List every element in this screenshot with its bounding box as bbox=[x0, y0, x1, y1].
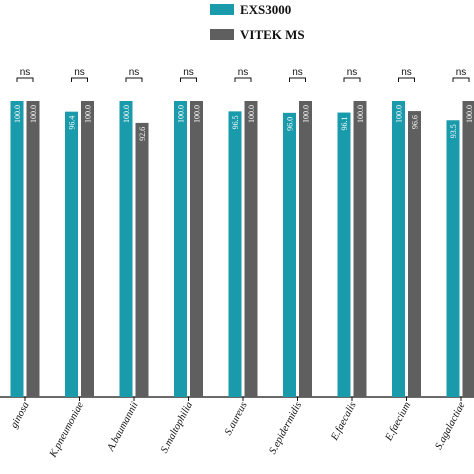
value-label-exs3000-p-aeruginosa: 100.0 bbox=[13, 105, 22, 123]
significance-bracket-k-pneumoniae bbox=[71, 77, 88, 82]
x-tick-label-e-faecalis: E.faecalis bbox=[329, 400, 359, 443]
value-label-exs3000-s-maltophilia: 100.0 bbox=[177, 105, 186, 123]
significance-label-s-aureus: ns bbox=[238, 67, 249, 78]
significance-label-p-aeruginosa: ns bbox=[20, 67, 31, 78]
value-label-vitek-ms-a-baumannii: 92.6 bbox=[138, 127, 147, 141]
bar-exs3000-s-epidermidis bbox=[283, 112, 296, 397]
significance-bracket-s-epidermidis bbox=[289, 77, 306, 82]
value-label-exs3000-e-faecium: 100.0 bbox=[395, 105, 404, 123]
bar-vitek-ms-s-agalactiae bbox=[462, 101, 474, 397]
bar-vitek-ms-e-faecalis bbox=[353, 101, 367, 397]
bar-exs3000-s-agalactiae bbox=[446, 120, 460, 398]
bar-exs3000-k-pneumoniae bbox=[65, 111, 78, 397]
value-label-exs3000-s-agalactiae: 93.5 bbox=[449, 124, 458, 138]
significance-label-s-maltophilia: ns bbox=[183, 67, 194, 78]
significance-bracket-p-aeruginosa bbox=[16, 77, 34, 82]
significance-label-e-faecium: ns bbox=[401, 67, 412, 78]
value-label-vitek-ms-s-maltophilia: 100.0 bbox=[193, 105, 202, 123]
value-label-vitek-ms-p-aeruginosa: 100.0 bbox=[29, 105, 38, 123]
significance-label-s-agalactiae: ns bbox=[456, 67, 467, 78]
legend-label-exs3000: EXS3000 bbox=[240, 2, 291, 17]
x-tick-label-p-aeruginosa: ginosa bbox=[9, 400, 32, 430]
bar-exs3000-s-maltophilia bbox=[174, 101, 187, 397]
value-label-vitek-ms-s-aureus: 100.0 bbox=[247, 105, 256, 123]
legend: EXS3000 VITEK MS bbox=[210, 2, 305, 42]
bar-exs3000-e-faecium bbox=[392, 101, 405, 397]
value-label-exs3000-a-baumannii: 100.0 bbox=[122, 105, 131, 123]
significance-bracket-a-baumannii bbox=[125, 77, 143, 82]
value-label-exs3000-e-faecalis: 96.1 bbox=[340, 117, 349, 131]
value-label-vitek-ms-e-faecalis: 100.0 bbox=[356, 105, 365, 123]
value-label-vitek-ms-k-pneumoniae: 100.0 bbox=[84, 105, 93, 123]
value-label-vitek-ms-s-agalactiae: 100.0 bbox=[465, 105, 474, 123]
bar-vitek-ms-e-faecium bbox=[408, 111, 421, 398]
bar-vitek-ms-s-aureus bbox=[244, 101, 258, 397]
legend-swatch-vitek-ms bbox=[210, 29, 234, 40]
bar-vitek-ms-a-baumannii bbox=[135, 122, 149, 398]
value-label-vitek-ms-s-epidermidis: 100.0 bbox=[302, 105, 311, 123]
bar-exs3000-s-aureus bbox=[228, 111, 242, 398]
legend-swatch-exs3000 bbox=[210, 4, 234, 15]
value-label-exs3000-s-aureus: 96.5 bbox=[231, 115, 240, 129]
plot-area: 100.0 100.0 ns ginosa 96.4 100.0 ns K.pneumonia… bbox=[9, 67, 474, 460]
significance-label-e-faecalis: ns bbox=[347, 67, 358, 78]
bar-vitek-ms-k-pneumoniae bbox=[81, 101, 94, 397]
value-label-exs3000-s-epidermidis: 96.0 bbox=[286, 117, 295, 131]
x-tick-label-s-maltophilia: S.maltophilia bbox=[159, 400, 195, 455]
significance-bracket-s-agalactiae bbox=[452, 77, 470, 82]
bar-exs3000-e-faecalis bbox=[337, 112, 351, 397]
significance-bracket-e-faecalis bbox=[343, 77, 361, 82]
x-tick-label-k-pneumoniae: K.pneumoniae bbox=[47, 400, 86, 460]
bar-vitek-ms-s-maltophilia bbox=[190, 101, 203, 397]
bar-exs3000-a-baumannii bbox=[119, 101, 133, 397]
significance-bracket-s-aureus bbox=[234, 77, 252, 82]
value-label-exs3000-k-pneumoniae: 96.4 bbox=[68, 116, 77, 130]
bar-vitek-ms-p-aeruginosa bbox=[26, 101, 40, 397]
x-tick-label-a-baumannii: A.baumannii bbox=[105, 400, 141, 454]
legend-label-vitek-ms: VITEK MS bbox=[240, 27, 305, 42]
bar-vitek-ms-s-epidermidis bbox=[299, 101, 312, 397]
bar-exs3000-p-aeruginosa bbox=[10, 101, 24, 397]
significance-label-k-pneumoniae: ns bbox=[74, 67, 85, 78]
significance-bracket-s-maltophilia bbox=[180, 77, 197, 82]
x-tick-label-s-aureus: S.aureus bbox=[223, 400, 250, 437]
x-tick-label-s-agalactiae: S.agalactiae bbox=[433, 400, 467, 452]
significance-label-s-epidermidis: ns bbox=[292, 67, 303, 78]
x-tick-label-e-faecium: E.faecium bbox=[383, 400, 413, 444]
value-label-vitek-ms-e-faecium: 96.6 bbox=[411, 115, 420, 129]
significance-bracket-e-faecium bbox=[398, 77, 415, 82]
x-tick-label-s-epidermidis: S.epidermidis bbox=[267, 400, 304, 456]
significance-label-a-baumannii: ns bbox=[129, 67, 140, 78]
